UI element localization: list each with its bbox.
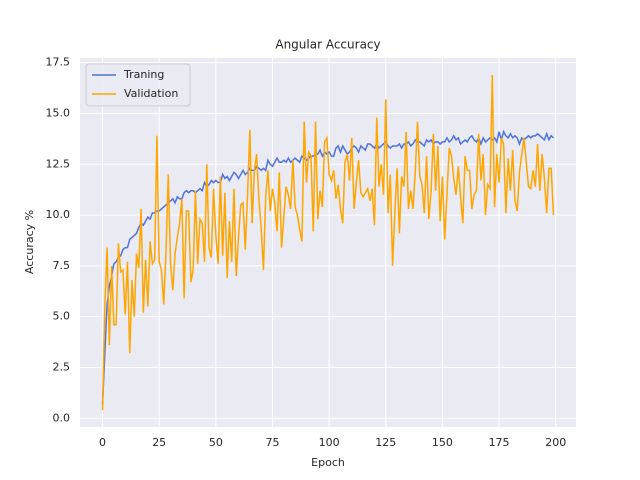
y-tick-label: 7.5 bbox=[53, 259, 71, 272]
legend-label: Traning bbox=[123, 68, 164, 81]
y-axis-label: Accuracy % bbox=[23, 210, 36, 274]
x-tick-label: 150 bbox=[432, 436, 453, 449]
y-tick-label: 5.0 bbox=[53, 310, 71, 323]
x-tick-label: 175 bbox=[489, 436, 510, 449]
x-tick-label: 100 bbox=[319, 436, 340, 449]
y-tick-label: 12.5 bbox=[46, 157, 71, 170]
x-tick-label: 125 bbox=[375, 436, 396, 449]
y-tick-label: 0.0 bbox=[53, 411, 71, 424]
chart-title: Angular Accuracy bbox=[275, 38, 380, 52]
y-tick-label: 10.0 bbox=[46, 208, 71, 221]
data-line bbox=[101, 74, 555, 411]
legend-label: Validation bbox=[124, 87, 178, 100]
y-tick-label: 2.5 bbox=[53, 360, 71, 373]
x-tick-label: 25 bbox=[152, 436, 166, 449]
x-axis-label: Epoch bbox=[311, 456, 345, 469]
x-tick-label: 200 bbox=[545, 436, 566, 449]
x-tick-label: 0 bbox=[99, 436, 106, 449]
y-tick-label: 15.0 bbox=[46, 106, 71, 119]
y-tick-label: 17.5 bbox=[46, 56, 71, 69]
x-tick-label: 50 bbox=[209, 436, 223, 449]
x-tick-label: 75 bbox=[265, 436, 279, 449]
